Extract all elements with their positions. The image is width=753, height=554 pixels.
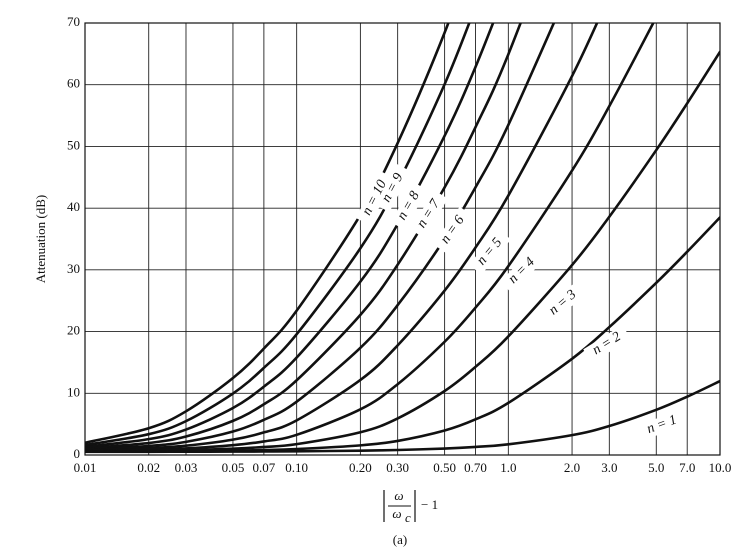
y-tick-label: 20	[67, 323, 80, 338]
y-tick-label: 60	[67, 76, 80, 91]
curve-label-bg	[540, 282, 586, 324]
curve-label-bg	[410, 190, 448, 238]
x-tick-label: 0.02	[137, 460, 160, 475]
y-tick-label: 10	[67, 384, 80, 399]
curve	[85, 23, 495, 449]
x-tick-label: 0.20	[349, 460, 372, 475]
curve-label-bg	[500, 249, 544, 293]
x-label-subscript: c	[405, 510, 411, 525]
y-axis-label: Attenuation (dB)	[33, 195, 48, 283]
caption: (a)	[393, 532, 407, 547]
curve-label-bg	[469, 229, 511, 275]
x-tick-label: 0.30	[386, 460, 409, 475]
x-tick-label: 3.0	[601, 460, 617, 475]
x-tick-label: 5.0	[648, 460, 664, 475]
x-axis-label: ω ω c − 1	[383, 488, 438, 525]
y-tick-label: 70	[67, 14, 80, 29]
x-tick-label: 0.07	[253, 460, 276, 475]
x-tick-label: 0.01	[74, 460, 97, 475]
x-tick-label: 10.0	[709, 460, 732, 475]
curve	[85, 23, 450, 445]
y-tick-label: 40	[67, 199, 80, 214]
x-tick-label: 0.70	[464, 460, 487, 475]
x-tick-label: 0.03	[175, 460, 198, 475]
curve-label-bg	[375, 163, 411, 213]
curve	[85, 216, 720, 453]
curve	[85, 50, 720, 453]
x-tick-label: 2.0	[564, 460, 580, 475]
curve	[85, 23, 599, 452]
curve-label-bg	[583, 325, 631, 363]
curves	[85, 23, 720, 454]
x-tick-label: 0.05	[222, 460, 245, 475]
y-tick-label: 50	[67, 137, 80, 152]
curve	[85, 23, 556, 451]
x-label-denominator: ω	[392, 506, 401, 521]
curve-label-bg	[390, 182, 428, 230]
curve-label-bg	[433, 206, 473, 254]
x-tick-label: 7.0	[679, 460, 695, 475]
x-tick-label: 1.0	[500, 460, 516, 475]
curve-label: n = 4	[500, 249, 544, 293]
curve-label-bg	[355, 170, 395, 226]
x-tick-label: 0.10	[285, 460, 308, 475]
x-label-numerator: ω	[394, 488, 403, 503]
curve	[85, 23, 655, 453]
curve	[85, 23, 471, 447]
x-label-suffix: − 1	[421, 497, 438, 512]
plot-frame	[84, 22, 721, 456]
y-tick-label: 30	[67, 261, 80, 276]
curve-label-bg	[637, 409, 687, 441]
curve-label: n = 3	[540, 282, 586, 324]
y-tick-label: 0	[74, 446, 81, 461]
x-tick-label: 0.50	[433, 460, 456, 475]
curve-label: n = 6	[433, 206, 473, 254]
curve	[85, 23, 522, 450]
